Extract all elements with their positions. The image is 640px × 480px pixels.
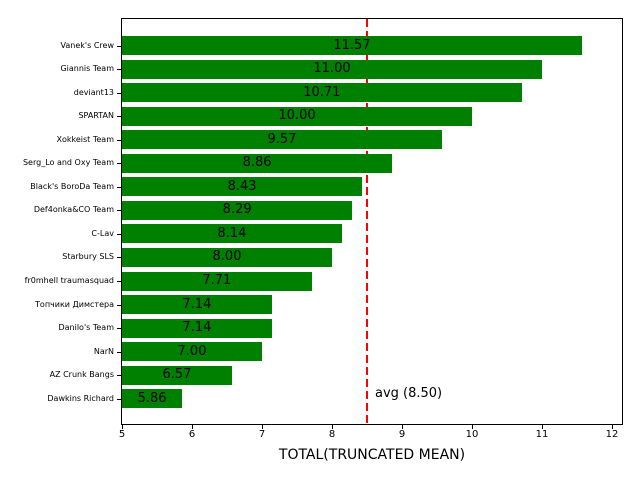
bar-value-label: 10.71 [303,84,341,100]
average-line-label: avg (8.50) [375,386,443,401]
y-tick-mark [117,305,122,306]
x-tick-mark [261,425,263,429]
bar-value-label: 7.14 [182,320,212,336]
x-tick-mark [401,425,403,429]
y-tick-label: Serg_Lo and Oxy Team [22,158,114,168]
y-tick-mark [117,399,122,400]
bar [122,59,542,79]
x-tick-label: 5 [118,429,126,440]
y-tick-mark [117,163,122,164]
y-tick-label: Vanek's Crew [60,40,114,50]
y-tick-mark [117,46,122,47]
y-tick-label: fr0mhell traumasquad [24,276,114,285]
average-line [366,19,368,424]
bar-value-label: 11.00 [313,61,351,77]
y-tick-mark [117,234,122,235]
bar-value-label: 8.43 [227,178,257,194]
y-tick-mark [117,69,122,70]
y-tick-label: Giannis Team [60,64,114,74]
x-tick-label: 6 [188,429,196,440]
bar [122,224,342,244]
x-tick-label: 11 [535,429,549,440]
bar [122,389,183,409]
y-tick-label: Danilo's Team [58,323,114,333]
x-tick-mark [471,425,473,429]
bar-value-label: 7.71 [202,273,232,288]
bar [122,318,272,338]
bar-value-label: 5.86 [137,390,167,406]
y-tick-mark [117,210,122,211]
y-tick-label: Starbury SLS [62,252,114,262]
x-axis-title: TOTAL(TRUNCATED MEAN) [278,447,466,463]
bar-value-label: 7.00 [177,343,207,359]
bar-value-label: 8.00 [212,249,242,265]
plot-area: avg (8.50) 11.57 11.00 10.71 10.00 9.57 8.86 8… [121,18,623,425]
bar [122,342,262,362]
y-tick-mark [117,140,122,141]
bar [122,130,442,150]
y-tick-mark [117,187,122,188]
y-tick-mark [117,93,122,94]
x-tick-label: 7 [258,429,266,440]
bar [122,365,232,385]
y-tick-mark [117,328,122,329]
x-tick-mark [611,425,613,429]
y-tick-label: Dawkins Richard [47,393,114,403]
bar-value-label: 9.57 [267,131,297,147]
y-tick-mark [117,116,122,117]
bar [122,153,393,173]
y-tick-mark [117,352,122,353]
bar [122,295,272,315]
bar-value-label: 6.57 [162,367,192,383]
x-tick-label: 8 [328,429,336,440]
y-tick-label: SPARTAN [78,111,114,121]
bar-value-label: 8.14 [217,225,247,241]
bar-value-label: 8.86 [242,155,272,171]
bar-value-label: 11.57 [333,37,371,53]
x-tick-label: 9 [398,429,406,440]
bar [122,106,472,126]
y-tick-mark [117,281,122,282]
bar [122,200,353,220]
x-tick-mark [541,425,543,429]
x-tick-mark [331,425,333,429]
x-tick-label: 12 [605,429,619,440]
y-tick-label: Топчики Димстера [35,299,114,309]
bar [122,271,312,291]
bar-value-label: 10.00 [278,108,316,124]
x-tick-mark [191,425,193,429]
bar [122,247,332,267]
x-tick-mark [121,425,123,429]
bar [122,36,582,55]
bar-value-label: 8.29 [222,202,252,218]
y-tick-label: AZ Crunk Bangs [49,370,114,380]
y-tick-label: Def4onka&CO Team [33,205,114,215]
x-tick-label: 10 [465,429,479,440]
y-tick-label: Xokkeist Team [56,134,115,144]
bar [122,177,363,197]
y-tick-mark [117,375,122,376]
y-tick-label: C-Lav [91,228,114,238]
y-tick-mark [117,257,122,258]
y-tick-label: Black's BoroDa Team [30,181,114,191]
y-tick-label: NarN [93,346,114,356]
bar [122,83,522,103]
bar-value-label: 7.14 [182,296,212,312]
y-tick-label: deviant13 [73,87,114,97]
